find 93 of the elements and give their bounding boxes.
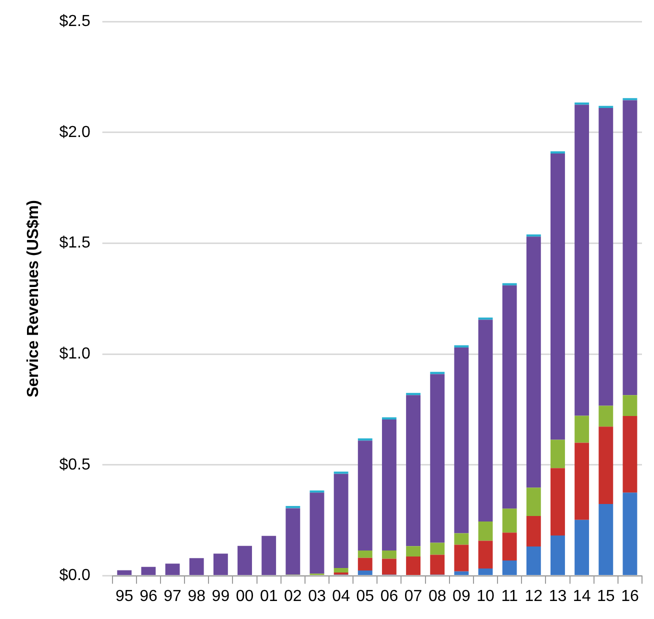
x-tick-label: 95: [115, 588, 134, 605]
bar: [358, 550, 372, 558]
x-tick-label: 05: [356, 588, 374, 605]
x-tick-label: 00: [236, 588, 254, 605]
x-tick-label: 14: [572, 588, 591, 605]
x-tick-label: 07: [404, 588, 422, 605]
x-tick-label: 06: [380, 588, 398, 605]
bar: [598, 108, 614, 406]
bar: [382, 417, 396, 420]
bar: [430, 554, 445, 575]
bar: [478, 521, 493, 541]
bar: [526, 236, 541, 488]
bar: [622, 416, 638, 493]
bar: [454, 544, 469, 572]
x-tick-label: 99: [212, 588, 230, 605]
bar: [574, 416, 590, 443]
bar: [358, 558, 372, 570]
y-tick-label: $2.5: [59, 13, 90, 30]
bar: [526, 516, 541, 547]
bar: [334, 568, 348, 572]
x-tick-label: 08: [428, 588, 446, 605]
bar: [574, 104, 590, 416]
bar: [598, 106, 614, 108]
bar: [286, 508, 300, 575]
bar: [526, 234, 541, 237]
bar: [382, 550, 396, 559]
bar: [550, 440, 565, 468]
y-axis-title: Service Revenues (US$m): [25, 200, 42, 398]
bar: [478, 540, 493, 568]
bar: [574, 442, 590, 520]
bar: [454, 533, 469, 545]
bar: [598, 406, 614, 427]
bar: [141, 566, 156, 576]
bar: [454, 347, 469, 534]
x-tick-label: 04: [332, 588, 350, 605]
bar: [189, 558, 204, 576]
bar: [430, 374, 445, 543]
bar: [406, 556, 421, 576]
bar: [430, 542, 445, 555]
y-tick-label: $1.5: [59, 234, 90, 252]
bar: [502, 532, 517, 561]
x-tick-label: 97: [164, 588, 182, 605]
bar: [478, 320, 493, 522]
x-tick-label: 03: [308, 588, 326, 605]
x-tick-label: 13: [548, 588, 567, 605]
bar: [213, 554, 228, 576]
bar: [334, 474, 348, 568]
bar: [358, 438, 372, 441]
bar: [622, 492, 638, 576]
x-tick-label: 01: [260, 588, 278, 605]
bar: [478, 568, 493, 576]
bar: [502, 285, 517, 509]
bar: [358, 440, 372, 551]
x-tick-label: 10: [476, 588, 495, 605]
x-tick-label: 15: [596, 588, 615, 605]
bar: [622, 100, 638, 396]
bar: [454, 571, 469, 576]
bar: [117, 570, 132, 576]
bar: [406, 392, 421, 396]
bar: [526, 488, 541, 516]
bar: [622, 395, 638, 416]
bar: [574, 520, 590, 576]
x-tick-label: 02: [284, 588, 302, 605]
y-tick-label: $2.0: [59, 124, 90, 141]
x-tick-label: 96: [140, 588, 158, 605]
bar: [598, 426, 614, 504]
bar: [334, 572, 348, 575]
bar: [238, 546, 252, 576]
x-tick-label: 09: [452, 588, 470, 605]
y-tick-label: $0.5: [59, 456, 90, 474]
y-tick-label: $1.0: [59, 346, 90, 363]
bar: [550, 535, 565, 576]
bar: [406, 546, 421, 557]
bar: [598, 504, 614, 576]
bar: [550, 154, 565, 440]
bar: [358, 570, 372, 576]
x-tick-label: 11: [501, 588, 518, 605]
bar: [502, 560, 517, 576]
bar: [406, 395, 421, 546]
bar: [550, 468, 565, 536]
bar: [502, 508, 517, 533]
x-tick-label: 12: [524, 588, 543, 605]
bar: [526, 546, 541, 576]
bar: [310, 492, 324, 574]
bar: [430, 372, 445, 374]
x-tick-label: 16: [621, 588, 639, 605]
x-tick-label: 98: [188, 588, 206, 605]
y-tick-label: $0.0: [59, 567, 90, 584]
bar: [382, 558, 396, 575]
bar: [382, 420, 396, 551]
bar: [262, 536, 276, 576]
bar: [165, 564, 180, 576]
bar: [286, 506, 300, 508]
